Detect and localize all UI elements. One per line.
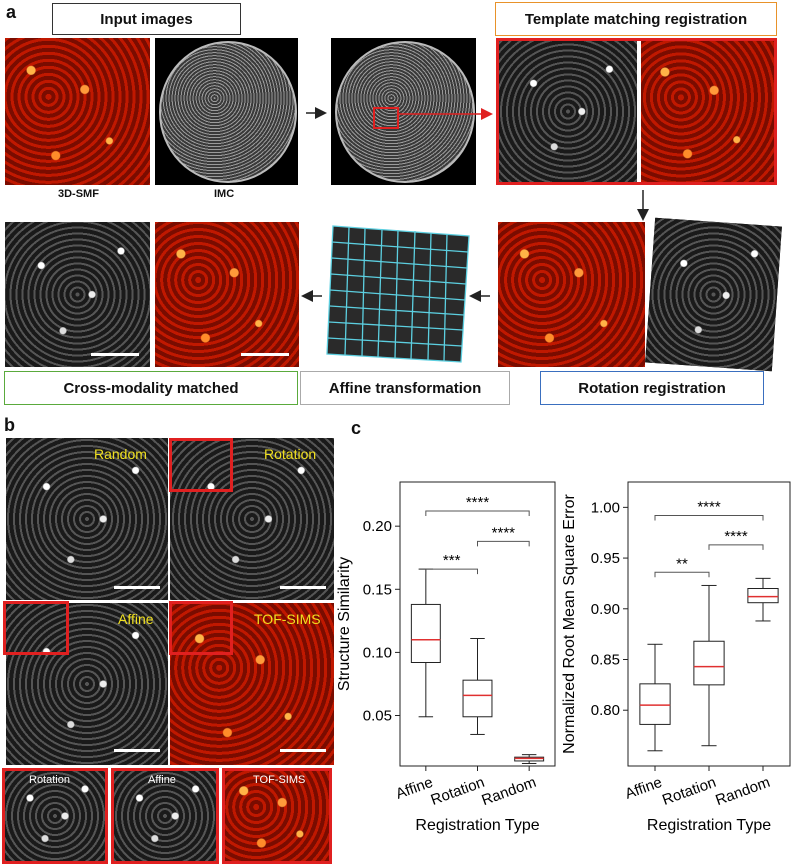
x-axis-label: Registration Type bbox=[647, 817, 771, 834]
scale-bar bbox=[280, 749, 326, 752]
y-tick-label: 0.80 bbox=[591, 702, 620, 719]
ssim-boxplot: 0.050.100.150.20AffineRotationRandom****… bbox=[336, 481, 556, 834]
significance-bracket bbox=[708, 544, 764, 550]
y-tick-label: 0.20 bbox=[363, 518, 392, 535]
significance-bracket bbox=[425, 510, 530, 517]
x-tick-label: Rotation bbox=[660, 774, 718, 809]
tile-affine-label: Affine bbox=[118, 611, 154, 627]
matched-imc-image bbox=[5, 222, 150, 367]
tile-random: Random bbox=[6, 438, 168, 600]
significance-bracket bbox=[654, 514, 764, 521]
zoom-affine-label: Affine bbox=[148, 774, 176, 786]
rotation-registration-label: Rotation registration bbox=[540, 371, 764, 405]
significance-label: **** bbox=[697, 498, 721, 515]
zoom-region-box bbox=[169, 438, 233, 492]
rotation-smf-image bbox=[498, 222, 645, 367]
scale-bar bbox=[91, 353, 139, 356]
nrmse-boxplot: 0.80 0.85 0.90 0.95 1.00 AffineRotationRandom… bbox=[561, 481, 791, 834]
x-axis-label: Registration Type bbox=[415, 817, 539, 834]
panel-a-letter: a bbox=[6, 2, 17, 22]
roi-highlight-box bbox=[373, 107, 399, 129]
tile-random-label: Random bbox=[94, 446, 147, 462]
zoom-region-box bbox=[3, 601, 69, 655]
zoom-tofsims: TOF-SIMS bbox=[222, 768, 332, 864]
zoom-tofsims-label: TOF-SIMS bbox=[253, 774, 306, 786]
smf-caption: 3D-SMF bbox=[58, 188, 99, 200]
y-tick-label: 0.05 bbox=[363, 708, 392, 725]
input-images-label: Input images bbox=[52, 3, 241, 35]
scale-bar bbox=[241, 353, 289, 356]
panel-a-arrows bbox=[301, 107, 649, 302]
template-matching-label: Template matching registration bbox=[495, 2, 777, 36]
zoom-region-box bbox=[169, 601, 233, 655]
box-rotation bbox=[462, 679, 493, 718]
x-tick-label: Random bbox=[713, 774, 772, 809]
x-tick-label: Rotation bbox=[429, 774, 487, 809]
y-tick-label: 0.90 bbox=[591, 601, 620, 618]
x-tick-label: Random bbox=[479, 774, 538, 809]
y-tick-label: 0.95 bbox=[591, 550, 620, 567]
tile-tofsims-label: TOF-SIMS bbox=[254, 611, 321, 627]
y-tick-label: 0.85 bbox=[591, 652, 620, 669]
affine-grid-image bbox=[326, 225, 470, 363]
affine-transformation-label: Affine transformation bbox=[300, 371, 510, 405]
significance-label: **** bbox=[724, 528, 748, 545]
zoom-rotation: Rotation bbox=[2, 768, 108, 864]
x-tick-label: Affine bbox=[623, 774, 665, 803]
significance-label: **** bbox=[492, 524, 516, 541]
box-random bbox=[747, 588, 779, 604]
significance-label: ** bbox=[676, 555, 688, 572]
panel-c-letter: c bbox=[351, 418, 362, 438]
cross-modality-label: Cross-modality matched bbox=[4, 371, 298, 405]
tile-affine: Affine bbox=[3, 601, 168, 765]
scale-bar bbox=[114, 749, 160, 752]
y-tick-label: 1.00 bbox=[591, 499, 620, 516]
significance-label: *** bbox=[443, 552, 461, 569]
significance-bracket bbox=[425, 568, 478, 575]
imc-caption: IMC bbox=[214, 188, 235, 200]
box-affine bbox=[410, 603, 441, 663]
zoom-affine: Affine bbox=[111, 768, 219, 864]
scale-bar bbox=[280, 586, 326, 589]
imc-input-image bbox=[155, 38, 298, 185]
matched-smf-image bbox=[155, 222, 299, 367]
tile-rotation-label: Rotation bbox=[264, 446, 317, 462]
smf-input-image bbox=[5, 38, 150, 185]
significance-label: **** bbox=[466, 494, 490, 511]
panel-b-letter: b bbox=[4, 415, 15, 435]
significance-bracket bbox=[654, 571, 710, 578]
rotation-imc-image bbox=[645, 217, 782, 372]
y-axis-label: Normalized Root Mean Square Error bbox=[561, 494, 578, 754]
scale-bar bbox=[114, 586, 160, 589]
tile-tofsims: TOF-SIMS bbox=[169, 601, 334, 765]
tile-rotation: Rotation bbox=[169, 438, 334, 600]
template-match-frame bbox=[496, 38, 777, 185]
imc-overview-image bbox=[331, 38, 476, 185]
y-tick-label: 0.15 bbox=[363, 581, 392, 598]
zoom-rotation-label: Rotation bbox=[29, 774, 70, 786]
significance-bracket bbox=[477, 540, 530, 547]
y-axis-label: Structure Similarity bbox=[336, 557, 353, 691]
y-tick-label: 0.10 bbox=[363, 644, 392, 661]
x-tick-label: Affine bbox=[394, 774, 436, 803]
box-affine bbox=[639, 683, 671, 725]
box-rotation bbox=[693, 640, 725, 686]
